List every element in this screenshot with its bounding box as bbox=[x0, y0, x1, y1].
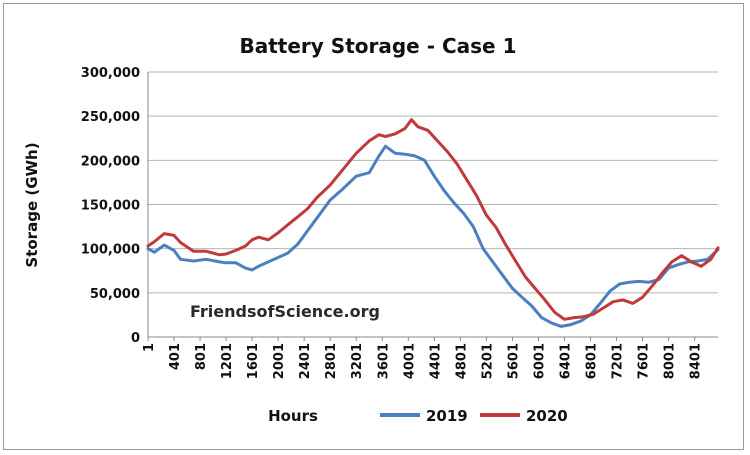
chart-title: Battery Storage - Case 1 bbox=[240, 34, 517, 58]
y-tick-label: 50,000 bbox=[90, 287, 140, 302]
x-tick-label: 8401 bbox=[689, 343, 704, 379]
series-lines bbox=[146, 118, 720, 328]
x-tick-label: 7601 bbox=[637, 343, 652, 379]
legend-label-2019: 2019 bbox=[426, 407, 468, 425]
x-tick-label: 6001 bbox=[532, 343, 547, 379]
x-tick-label: 801 bbox=[194, 343, 209, 370]
y-tick-label: 100,000 bbox=[81, 243, 140, 258]
y-tick-label: 300,000 bbox=[81, 66, 140, 81]
x-tick-label: 5601 bbox=[506, 343, 521, 379]
x-tick-label: 8001 bbox=[663, 343, 678, 379]
x-tick-label: 6801 bbox=[585, 343, 600, 379]
y-tick-label: 250,000 bbox=[81, 110, 140, 125]
y-tick-labels: 0 50,000 100,000 150,000 200,000 250,000 300,0… bbox=[81, 66, 140, 346]
x-tick-label: 4401 bbox=[428, 343, 443, 379]
x-tick-label: 6401 bbox=[558, 343, 573, 379]
x-tick-label: 7201 bbox=[611, 343, 626, 379]
y-tick-label: 200,000 bbox=[81, 154, 140, 169]
x-tick-label: 2001 bbox=[272, 343, 287, 379]
x-tick-label: 1601 bbox=[246, 343, 261, 379]
x-tick-label: 401 bbox=[168, 343, 183, 370]
x-tick-labels: 1 401 801 1201 1601 2001 2401 2801 3201 3601 4001 4… bbox=[142, 337, 704, 379]
x-tick-label: 1201 bbox=[220, 343, 235, 379]
y-axis-label: Storage (GWh) bbox=[23, 142, 41, 267]
x-tick-label: 3201 bbox=[350, 343, 365, 379]
x-axis-label: Hours bbox=[268, 407, 318, 425]
y-tick-label: 0 bbox=[131, 331, 140, 346]
x-tick-label: 1 bbox=[142, 343, 157, 352]
x-tick-label: 3601 bbox=[376, 343, 391, 379]
series-line-2019 bbox=[146, 144, 720, 328]
x-tick-label: 2801 bbox=[324, 343, 339, 379]
chart-frame bbox=[3, 3, 744, 450]
legend: 2019 2020 bbox=[380, 407, 568, 425]
y-tick-label: 150,000 bbox=[81, 199, 140, 214]
series-line-2020 bbox=[146, 118, 720, 321]
watermark: FriendsofScience.org bbox=[190, 302, 380, 321]
x-tick-label: 5201 bbox=[480, 343, 495, 379]
x-tick-label: 4801 bbox=[454, 343, 469, 379]
gridlines bbox=[148, 71, 718, 294]
x-tick-label: 4001 bbox=[402, 343, 417, 379]
x-tick-label: 2401 bbox=[298, 343, 313, 379]
legend-label-2020: 2020 bbox=[526, 407, 568, 425]
